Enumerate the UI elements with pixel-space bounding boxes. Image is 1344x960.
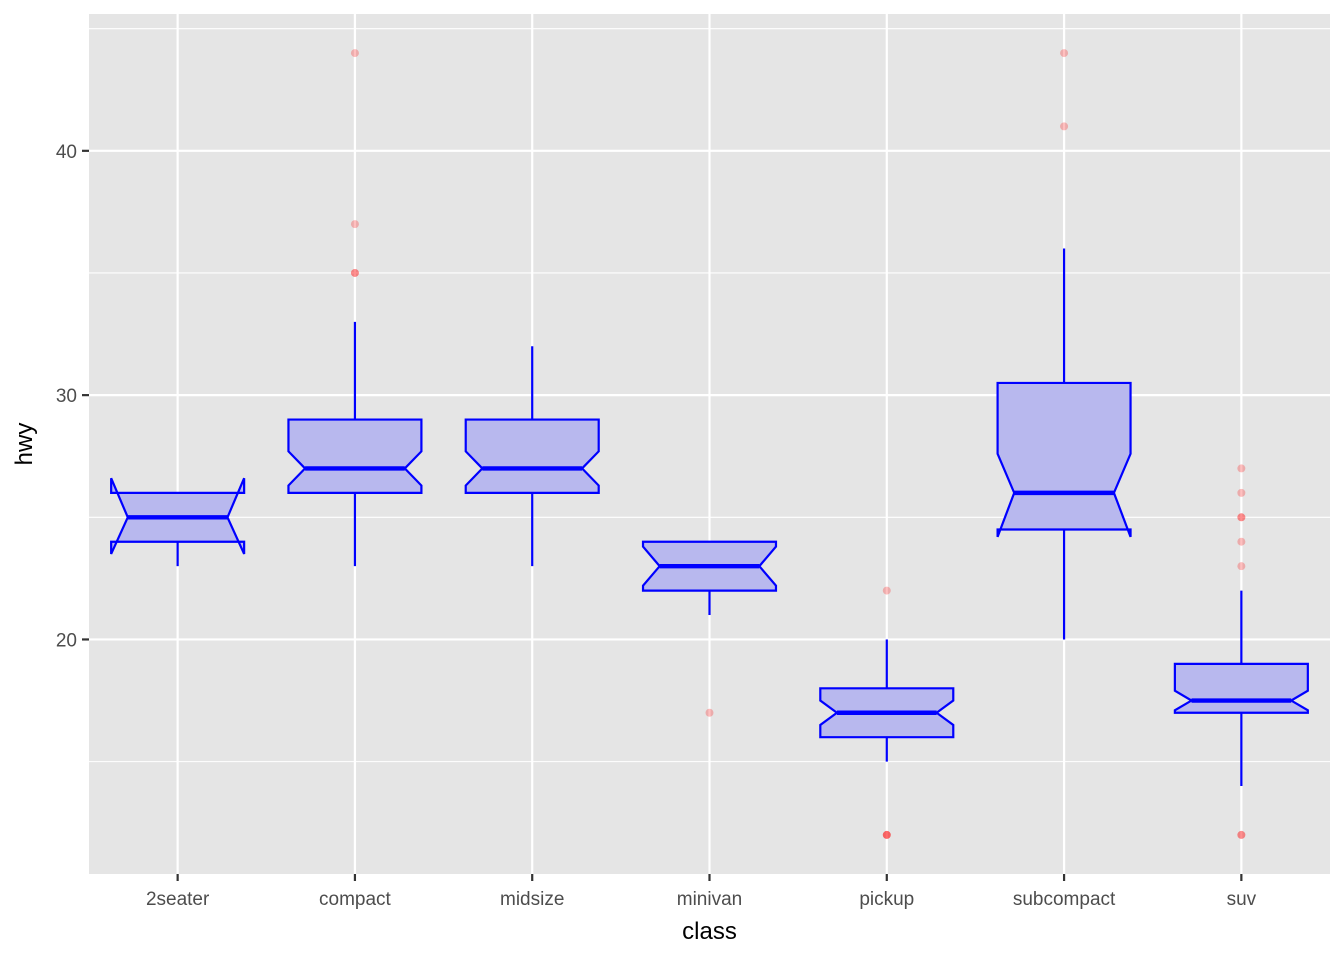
outlier-point — [350, 268, 359, 277]
x-tick-label: compact — [319, 889, 392, 910]
outlier-point — [1237, 537, 1246, 546]
outlier-point — [1237, 488, 1246, 497]
notched-box — [996, 381, 1132, 538]
notched-box — [287, 418, 423, 494]
outlier-point — [1060, 49, 1069, 58]
x-axis-title: class — [682, 918, 737, 945]
outlier-point — [1237, 830, 1246, 839]
outlier-point — [1237, 830, 1246, 839]
y-tick-label: 30 — [56, 386, 77, 407]
axes: 20 30 40 2seater compact midsize minivan pickup… — [56, 142, 1257, 910]
outlier-point — [1237, 562, 1246, 571]
y-tick-label: 40 — [56, 142, 77, 163]
box-compact — [287, 49, 423, 567]
box-subcompact — [996, 49, 1132, 640]
outlier-point — [350, 220, 359, 229]
outlier-point — [1237, 513, 1246, 522]
outlier-point — [350, 268, 359, 277]
outlier-point — [705, 708, 714, 717]
box-series — [110, 49, 1309, 839]
x-tick-label: pickup — [859, 889, 914, 910]
outlier-point — [1237, 464, 1246, 473]
box-suv — [1173, 464, 1309, 839]
x-tick-label: suv — [1227, 889, 1257, 910]
x-tick-label: midsize — [500, 889, 564, 910]
x-tick-label: 2seater — [146, 889, 210, 910]
box-midsize — [464, 346, 600, 567]
y-tick-label: 20 — [56, 630, 77, 651]
outlier-point — [1237, 513, 1246, 522]
x-tick-label: subcompact — [1013, 889, 1116, 910]
outlier-point — [882, 586, 891, 595]
box-minivan — [641, 540, 778, 717]
outlier-point — [1060, 122, 1069, 131]
box-pickup — [819, 586, 955, 839]
x-tick-label: minivan — [677, 889, 742, 910]
box-2seater — [110, 477, 246, 567]
notched-box — [464, 418, 600, 494]
outlier-point — [882, 830, 891, 839]
y-axis-title: hwy — [11, 423, 38, 466]
notched-box — [1173, 662, 1309, 714]
outlier-point — [350, 49, 359, 58]
outlier-point — [882, 830, 891, 839]
outlier-point — [882, 830, 891, 839]
